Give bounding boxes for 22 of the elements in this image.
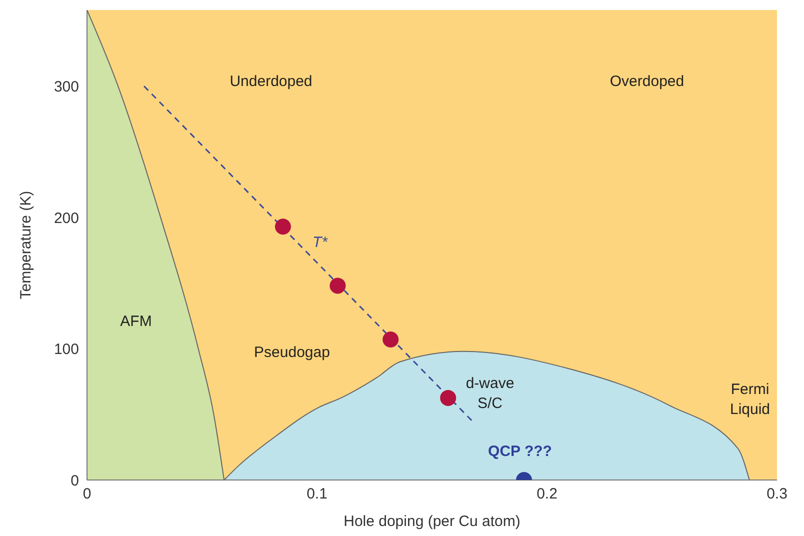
y-tick-label: 100 [54, 341, 79, 358]
point [330, 278, 346, 294]
x-tick-label: 0 [82, 486, 92, 503]
annotation: T* [312, 233, 328, 253]
annotation: Fermi Liquid [730, 380, 770, 420]
x-axis-title: Hole doping (per Cu atom) [344, 513, 520, 530]
y-axis-title: Temperature (K) [17, 190, 34, 300]
y-tick-label: 300 [54, 78, 79, 96]
annotation: Underdoped [230, 72, 312, 92]
y-tick-label: 0 [70, 472, 79, 490]
annotation: d-wave S/C [466, 374, 514, 414]
annotation: AFM [120, 312, 152, 332]
annotation: Overdoped [610, 72, 684, 92]
x-tick-label: 0.1 [306, 486, 328, 503]
point [382, 332, 399, 348]
annotation: Pseudogap [254, 343, 330, 363]
x-tick-label: 0.3 [766, 486, 788, 503]
y-tick-label: 200 [54, 210, 79, 227]
x-tick-label: 0.2 [536, 486, 558, 503]
annotation: QCP ??? [488, 442, 552, 462]
point [440, 390, 456, 406]
point [274, 218, 291, 235]
